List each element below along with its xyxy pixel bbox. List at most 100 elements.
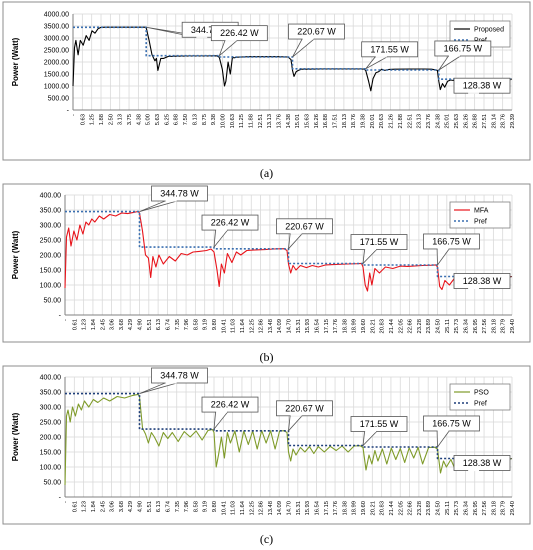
- x-tick-label: 26.26: [463, 114, 469, 129]
- callout-pointer: [287, 415, 304, 432]
- x-tick-label: 18.13: [342, 114, 348, 129]
- callout-label: 344.78 W: [160, 371, 199, 381]
- x-tick-label: 11.03: [231, 319, 237, 333]
- x-tick-label: 14.09: [277, 319, 283, 334]
- x-tick-label: 28.18: [491, 319, 497, 334]
- x-tick-label: 1.88: [99, 114, 105, 125]
- x-tick-label: 27.56: [482, 319, 488, 334]
- x-tick-label: -: [71, 114, 77, 116]
- x-tick-label: 29.40: [510, 501, 516, 516]
- series-line-pref: [65, 210, 512, 278]
- callout-box: [350, 416, 408, 432]
- callout-label: 226.42 W: [211, 218, 250, 228]
- legend-label: MFA: [474, 208, 489, 215]
- legend-label: Pref: [474, 401, 487, 408]
- y-tick-label: 3000.00: [44, 36, 69, 43]
- x-tick-label: 28.18: [491, 501, 497, 516]
- callout-box: [361, 41, 419, 58]
- x-tick-label: 3.06: [110, 501, 116, 512]
- x-tick-label: 8.13: [192, 114, 198, 125]
- callout-pointer: [287, 233, 304, 250]
- legend: PSO Pref: [449, 383, 511, 411]
- x-tick-label: 18.99: [352, 501, 358, 516]
- x-tick-label: 25.73: [454, 319, 460, 334]
- callout: 166.75 W: [423, 415, 480, 449]
- x-tick-label: 19.38: [361, 114, 367, 129]
- x-tick-label: 20.83: [380, 319, 386, 334]
- callout: 344.78 W: [139, 367, 208, 394]
- x-tick-label: 17.15: [324, 319, 330, 334]
- y-tick-label: 500.00: [48, 96, 70, 103]
- x-tick-label: 18.76: [351, 114, 357, 129]
- y-tick-label: 250.00: [40, 420, 62, 427]
- callout-box: [423, 233, 480, 250]
- x-tick-label: 22.66: [408, 501, 414, 516]
- x-tick-label: 7.96: [184, 501, 190, 512]
- x-tick-label: 3.68: [119, 501, 125, 512]
- y-tick-label: 200.00: [40, 253, 62, 260]
- x-tick-label: 24.50: [436, 319, 442, 334]
- x-tick-label: 26.34: [463, 500, 469, 515]
- x-tick-label: 6.74: [165, 500, 171, 512]
- x-tick-label: 6.13: [156, 319, 162, 330]
- x-tick-label: 14.70: [287, 319, 293, 334]
- callout: 128.38 W: [453, 455, 513, 472]
- callout: 226.42 W: [201, 214, 259, 249]
- callout-box: [288, 23, 345, 40]
- callout-pointer: [362, 431, 378, 447]
- callout: 220.67 W: [276, 218, 333, 250]
- x-tick-label: 12.25: [249, 501, 255, 516]
- x-tick-label: 1.84: [91, 500, 97, 512]
- x-tick-label: 11.25: [239, 114, 245, 128]
- x-tick-label: 18.38: [342, 501, 348, 516]
- callout-label: 226.42 W: [211, 400, 250, 410]
- x-tick-label: 25.63: [454, 114, 460, 129]
- callout: 166.75 W: [434, 40, 492, 71]
- callout-pointer: [213, 411, 229, 431]
- x-tick-label: 16.54: [314, 318, 320, 333]
- callout-box: [151, 185, 208, 202]
- x-tick-label: 23.89: [426, 501, 432, 516]
- callout: 128.38 W: [453, 273, 513, 290]
- y-tick-label: 150.00: [40, 450, 62, 457]
- callout-label: 220.67 W: [297, 27, 336, 37]
- callout-box: [201, 396, 259, 413]
- x-tick-label: 15.31: [296, 501, 302, 516]
- x-tick-label: 22.66: [408, 319, 414, 334]
- callout-pointer: [365, 56, 389, 70]
- x-tick-label: 10.41: [221, 501, 227, 516]
- x-tick-label: 10.41: [221, 319, 227, 334]
- x-tick-label: 5.51: [147, 501, 153, 512]
- x-tick-label: 23.28: [417, 501, 423, 516]
- x-tick-label: 28.14: [491, 113, 497, 128]
- y-tick-label: 150.00: [40, 268, 62, 275]
- x-tick-label: 1.23: [82, 501, 88, 512]
- chart-frame: [2, 183, 531, 343]
- x-tick-label: 19.60: [361, 319, 367, 334]
- x-tick-label: 15.63: [305, 114, 311, 129]
- callout-label: 344.78 W: [160, 189, 199, 199]
- x-tick-label: 8.58: [193, 501, 199, 512]
- callout: 171.55 W: [361, 41, 419, 70]
- chart-frame: [2, 1, 531, 161]
- x-tick-label: 7.50: [183, 114, 189, 125]
- y-tick-label: 400.00: [40, 193, 62, 200]
- figure-panel-a: - 500.00 1000.00 1500.00 2000.00 2500.00 3000.…: [0, 0, 533, 182]
- callout-label: 171.55 W: [360, 419, 399, 429]
- x-tick-label: 16.88: [323, 114, 329, 129]
- callout-label: 166.75 W: [432, 236, 471, 246]
- x-tick-label: 17.51: [333, 114, 339, 129]
- x-tick-label: 13.48: [268, 319, 274, 334]
- x-tick-label: 1.23: [82, 319, 88, 330]
- callout-label: 128.38 W: [463, 276, 502, 286]
- x-tick-label: 11.64: [240, 500, 246, 515]
- x-tick-label: 3.68: [119, 319, 125, 330]
- x-tick-label: 22.05: [398, 501, 404, 516]
- x-tick-label: 25.11: [445, 501, 451, 515]
- x-tick-label: 12.86: [259, 501, 265, 516]
- callout: 171.55 W: [350, 416, 408, 447]
- callout-pointer: [218, 40, 239, 57]
- x-tick-label: 12.86: [259, 319, 265, 334]
- x-tick-label: 21.44: [389, 318, 395, 333]
- legend: MFA Pref: [449, 201, 511, 229]
